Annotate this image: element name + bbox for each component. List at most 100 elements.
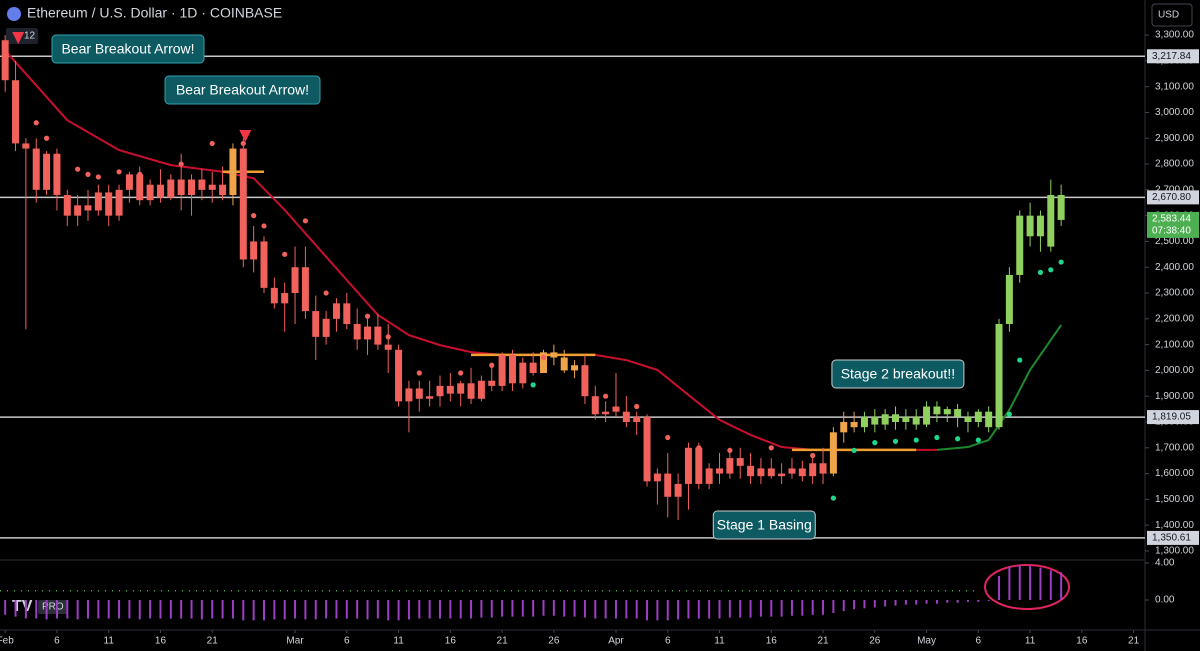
y-tick-label: 1,600.00 bbox=[1155, 468, 1194, 479]
currency-button[interactable] bbox=[1151, 3, 1193, 27]
stop-dot bbox=[416, 370, 422, 376]
candle-body bbox=[840, 421, 848, 433]
candle-body bbox=[622, 411, 630, 422]
stop-dot bbox=[251, 213, 257, 219]
eth-icon bbox=[7, 7, 21, 21]
stop-dot bbox=[582, 370, 588, 376]
candle-body bbox=[643, 416, 651, 482]
x-tick-label: 16 bbox=[155, 636, 167, 647]
candle-body bbox=[198, 179, 206, 190]
stop-dot bbox=[634, 403, 640, 410]
candle-body bbox=[1036, 215, 1044, 237]
candle-body bbox=[850, 421, 858, 428]
callout-text: Bear Breakout Arrow! bbox=[176, 82, 309, 98]
stop-dot bbox=[33, 120, 39, 126]
candle-body bbox=[239, 148, 247, 260]
x-tick-label: Feb bbox=[0, 636, 14, 647]
candle-body bbox=[716, 468, 724, 474]
candle-body bbox=[63, 195, 71, 216]
y-tick-label: 2,400.00 bbox=[1155, 262, 1194, 273]
candle-body bbox=[892, 414, 900, 422]
x-tick-label: Apr bbox=[608, 636, 624, 647]
candle-body bbox=[312, 311, 320, 337]
level-label: 2,670.80 bbox=[1152, 192, 1191, 203]
x-tick-label: 11 bbox=[104, 636, 115, 647]
candle-body bbox=[301, 267, 309, 312]
x-tick-label: 21 bbox=[207, 636, 219, 647]
x-tick-label: 6 bbox=[54, 636, 60, 647]
osc-tick-label: 4.00 bbox=[1155, 558, 1175, 569]
y-tick-label: 2,900.00 bbox=[1155, 133, 1194, 144]
candle-body bbox=[156, 184, 164, 198]
candle-body bbox=[860, 416, 868, 428]
candle-body bbox=[664, 473, 672, 497]
candle-body bbox=[943, 409, 951, 415]
price-label: 2,583.44 bbox=[1152, 214, 1191, 225]
callout-text: Stage 1 Basing bbox=[717, 517, 812, 533]
candle-body bbox=[32, 148, 40, 190]
candle-body bbox=[798, 468, 806, 477]
candle-body bbox=[581, 365, 589, 397]
candle-body bbox=[995, 323, 1003, 428]
candle-body bbox=[767, 468, 775, 477]
callout-box bbox=[51, 34, 205, 64]
y-tick-label: 2,800.00 bbox=[1155, 159, 1194, 170]
level-tag bbox=[1147, 49, 1199, 64]
candle-body bbox=[923, 406, 931, 425]
callout-text: Stage 2 breakout!! bbox=[841, 366, 955, 382]
candle-body bbox=[612, 406, 620, 412]
level-tag bbox=[1147, 190, 1199, 205]
candle-body bbox=[53, 153, 61, 196]
bear-arrow bbox=[239, 130, 252, 142]
candle-body bbox=[322, 318, 330, 337]
candle-body bbox=[364, 326, 372, 340]
candle-body bbox=[488, 380, 496, 386]
stop-dot bbox=[323, 290, 329, 296]
stop-dot bbox=[282, 251, 288, 257]
stop-dot bbox=[872, 440, 878, 446]
x-tick-label: May bbox=[917, 636, 936, 647]
stop-dot bbox=[85, 171, 91, 177]
x-tick-label: 6 bbox=[344, 636, 350, 647]
y-tick-label: 3,300.00 bbox=[1155, 30, 1194, 41]
candle-body bbox=[736, 458, 744, 466]
callout-box bbox=[164, 75, 321, 105]
candle-body bbox=[136, 174, 144, 201]
candle-body bbox=[1005, 274, 1013, 324]
candle-body bbox=[250, 241, 258, 260]
candle-body bbox=[229, 148, 237, 196]
y-tick-label: 2,500.00 bbox=[1155, 236, 1194, 247]
x-tick-label: 16 bbox=[766, 636, 778, 647]
candle-body bbox=[1047, 195, 1055, 247]
stop-dot bbox=[458, 370, 464, 376]
stop-dot bbox=[955, 436, 961, 442]
candle-body bbox=[819, 463, 827, 474]
callout-box bbox=[831, 359, 965, 389]
level-label: 1,819.05 bbox=[1152, 412, 1191, 423]
stop-dot bbox=[43, 135, 50, 141]
y-tick-label: 1,900.00 bbox=[1155, 391, 1194, 402]
stop-dot bbox=[364, 313, 371, 319]
stop-dot bbox=[95, 174, 101, 180]
candle-body bbox=[829, 432, 837, 474]
candle-body bbox=[405, 388, 413, 402]
stop-dot bbox=[75, 166, 81, 172]
candle-body bbox=[219, 184, 227, 196]
stop-dot bbox=[116, 169, 122, 175]
stop-dot bbox=[913, 437, 919, 443]
candle-body bbox=[12, 80, 20, 144]
candle-body bbox=[633, 416, 641, 422]
interval-badge[interactable]: 12 bbox=[24, 31, 36, 42]
currency[interactable]: USD bbox=[1158, 10, 1179, 21]
candle-body bbox=[881, 414, 889, 425]
candle-body bbox=[415, 388, 423, 399]
candle-body bbox=[1057, 195, 1065, 220]
stop-dot bbox=[1037, 269, 1044, 275]
candle-body bbox=[653, 473, 661, 482]
stop-dot bbox=[530, 382, 536, 388]
level-tag bbox=[1147, 530, 1199, 545]
candle-body bbox=[105, 192, 113, 216]
x-tick-label: 11 bbox=[393, 636, 404, 647]
stop-dot bbox=[302, 218, 309, 224]
